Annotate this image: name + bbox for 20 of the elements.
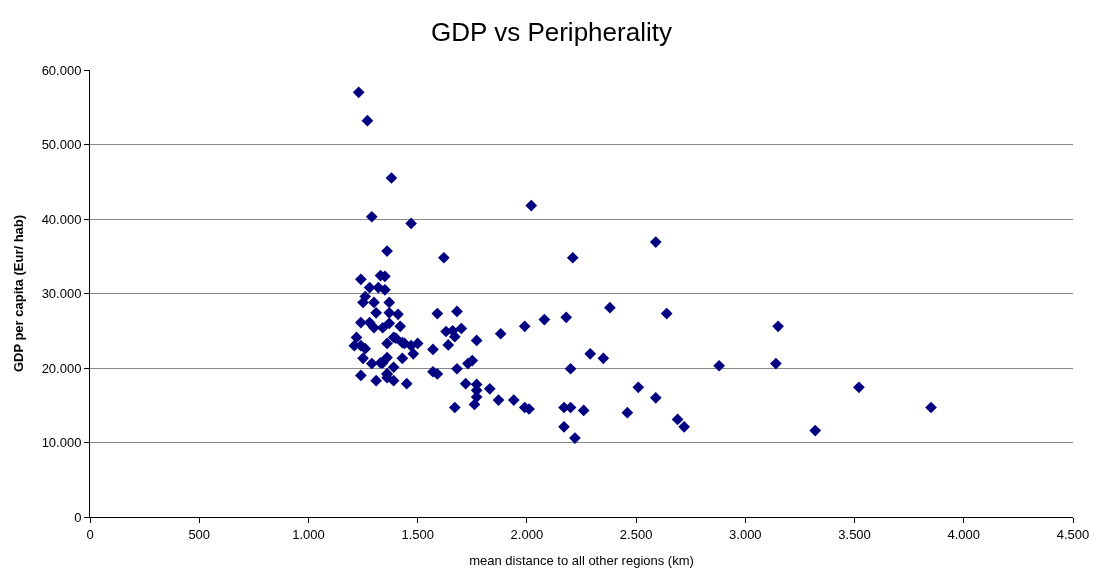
x-tick-label: 4.000 [947,526,981,542]
x-tick-label: 3.000 [729,526,762,542]
x-tick-label: 2.500 [619,526,653,542]
x-tick-label: 4.500 [1056,526,1090,542]
x-tick-label: 2.000 [510,526,544,542]
y-tick-label: 50.000 [41,137,82,153]
y-tick-label: 30.000 [41,286,82,302]
y-tick-label: 60.000 [41,62,82,78]
x-axis-title: mean distance to all other regions (km) [469,553,694,569]
y-axis-title: GDP per capita (Eur/ hab) [10,214,26,373]
y-tick-label: 10.000 [41,435,82,451]
y-tick-label: 40.000 [41,211,82,227]
x-tick-label: 1.500 [401,526,434,542]
x-tick-label: 0 [86,526,94,542]
chart-title: GDP vs Peripherality [431,17,672,48]
y-tick-label: 20.000 [41,360,82,376]
x-tick-label: 500 [188,526,211,542]
x-tick-label: 3.500 [838,526,871,542]
x-tick-label: 1.000 [292,526,325,542]
y-tick-label: 0 [74,509,82,525]
